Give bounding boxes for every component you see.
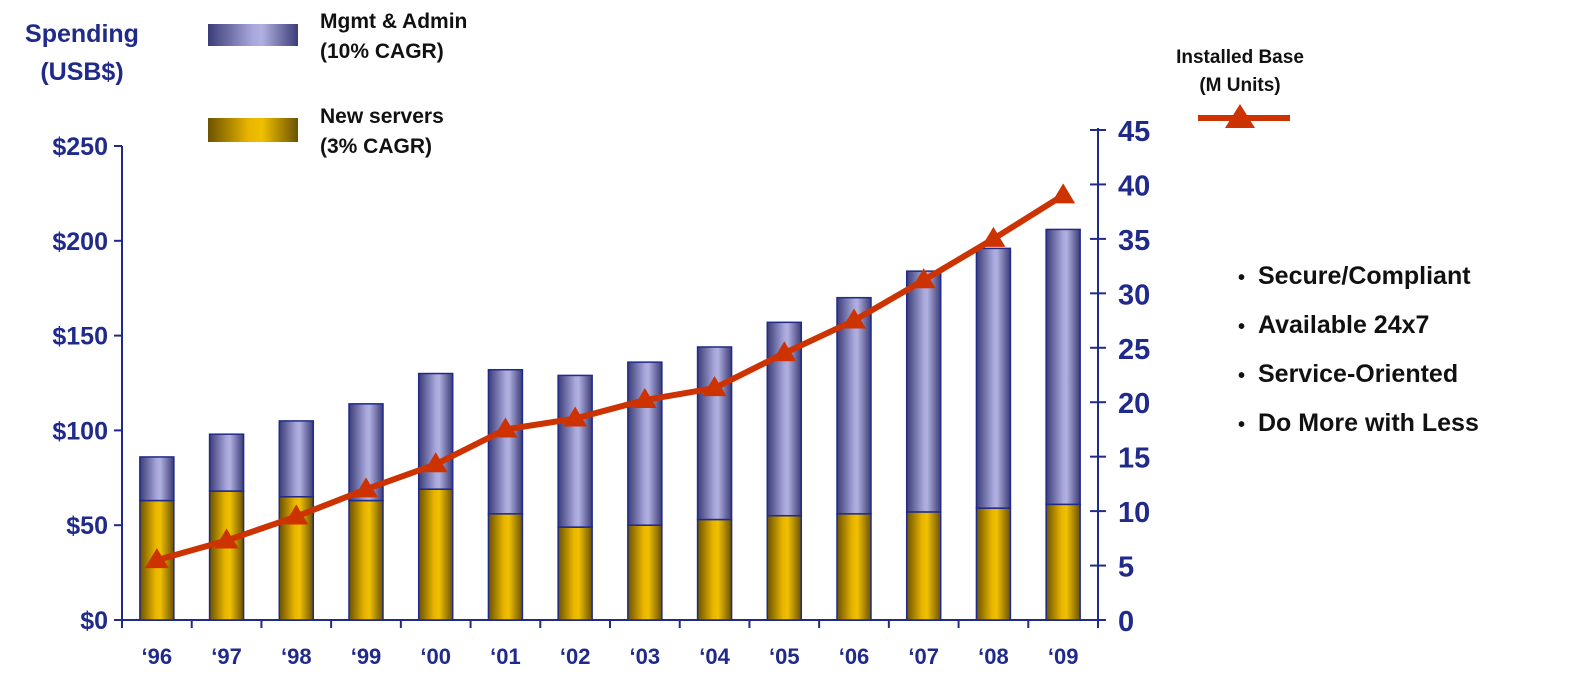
installed-base-point xyxy=(981,226,1006,247)
x-axis-tick-label: ‘01 xyxy=(490,644,521,669)
left-axis-tick-label: $200 xyxy=(52,228,108,256)
x-axis-tick-label: ‘07 xyxy=(908,644,939,669)
bar-mgmt-admin xyxy=(975,247,1012,509)
x-axis-tick-label: ‘04 xyxy=(699,644,730,669)
left-axis-tick-label: $0 xyxy=(80,607,108,635)
left-axis-title-line1: Spending xyxy=(25,20,139,48)
bar-mgmt-admin xyxy=(836,296,872,515)
x-axis-tick-label: ‘08 xyxy=(978,644,1009,669)
installed-base-point xyxy=(214,528,239,549)
legend-label-mgmt-admin-line1: Mgmt & Admin xyxy=(320,10,467,33)
bar-mgmt-admin xyxy=(208,433,245,492)
bar-new-servers xyxy=(905,511,942,621)
legend-label-new-servers-line1: New servers xyxy=(320,105,444,128)
installed-base-point xyxy=(911,268,936,289)
left-axis-title-line2: (USB$) xyxy=(40,58,123,86)
bar-new-servers xyxy=(627,524,663,621)
installed-base-point xyxy=(772,341,797,362)
bar-mgmt-admin xyxy=(905,270,942,513)
bar-mgmt-admin xyxy=(487,368,524,515)
installed-base-point xyxy=(563,406,588,427)
installed-base-point xyxy=(493,417,518,438)
x-axis-tick-label: ‘00 xyxy=(420,644,451,669)
installed-base-point xyxy=(632,388,657,409)
right-axis-tick-label: 5 xyxy=(1118,552,1134,584)
right-axis-tick-label: 0 xyxy=(1118,606,1134,638)
installed-base-point xyxy=(842,308,866,329)
right-axis-tick-label: 45 xyxy=(1118,116,1150,148)
bullet-item: • Do More with Less xyxy=(1238,409,1479,437)
installed-base-point xyxy=(702,376,727,397)
right-axis-tick-label: 15 xyxy=(1118,443,1150,475)
x-axis-tick-label: ‘06 xyxy=(839,644,870,669)
x-axis-tick-label: ‘98 xyxy=(281,644,312,669)
right-axis-tick-label: 40 xyxy=(1118,170,1150,202)
right-axis-tick-label: 30 xyxy=(1118,279,1150,311)
legend-swatch-mgmt-admin xyxy=(208,24,298,46)
bar-mgmt-admin xyxy=(696,346,733,521)
bar-new-servers xyxy=(208,490,245,621)
bar-new-servers xyxy=(836,513,872,621)
x-axis-tick-label: ‘96 xyxy=(142,644,173,669)
x-axis-tick-label: ‘02 xyxy=(560,644,591,669)
bar-new-servers xyxy=(975,507,1012,621)
bullet-item: • Secure/Compliant xyxy=(1238,262,1471,290)
right-axis-tick-label: 10 xyxy=(1118,497,1150,529)
installed-base-point xyxy=(354,477,378,498)
right-axis-tick-label: 20 xyxy=(1118,388,1150,420)
legend-label-new-servers-line2: (3% CAGR) xyxy=(320,135,432,158)
bar-mgmt-admin xyxy=(278,420,315,498)
line-legend-marker xyxy=(1198,104,1290,128)
left-axis-tick-label: $250 xyxy=(52,133,108,161)
bar-new-servers xyxy=(487,513,524,621)
left-axis-tick-label: $150 xyxy=(52,323,108,351)
right-axis-title-line1: Installed Base xyxy=(1176,47,1304,68)
right-axis-tick-label: 25 xyxy=(1118,334,1150,366)
bar-new-servers xyxy=(696,518,733,621)
legend-label-mgmt-admin-line2: (10% CAGR) xyxy=(320,40,444,63)
x-axis-tick-label: ‘05 xyxy=(769,644,800,669)
bullet-list: • Secure/Compliant • Available 24x7 • Servi… xyxy=(1238,258,1479,454)
x-axis-tick-label: ‘97 xyxy=(211,644,242,669)
bullet-item: • Service-Oriented xyxy=(1238,360,1459,388)
x-axis-tick-label: ‘09 xyxy=(1048,644,1079,669)
bar-mgmt-admin xyxy=(557,374,593,528)
bar-mgmt-admin xyxy=(139,456,175,502)
installed-base-point xyxy=(1051,183,1076,204)
bar-new-servers xyxy=(417,488,454,621)
right-axis-title-line2: (M Units) xyxy=(1199,75,1280,96)
x-axis-tick-label: ‘99 xyxy=(351,644,382,669)
bar-new-servers xyxy=(348,499,384,621)
installed-base-point xyxy=(284,504,309,525)
bar-new-servers xyxy=(557,526,593,621)
bar-new-servers xyxy=(766,514,803,621)
bar-mgmt-admin xyxy=(627,361,663,526)
bullet-item: • Available 24x7 xyxy=(1238,311,1430,339)
left-axis-tick-label: $100 xyxy=(52,417,108,445)
bar-new-servers xyxy=(1045,503,1081,621)
installed-base-point xyxy=(423,452,448,473)
installed-base-line xyxy=(156,192,1065,563)
left-axis-tick-label: $50 xyxy=(66,512,108,540)
x-axis-tick-label: ‘03 xyxy=(630,644,661,669)
bar-mgmt-admin xyxy=(1045,228,1081,506)
installed-base-point xyxy=(144,548,169,569)
right-axis-tick-label: 35 xyxy=(1118,225,1150,257)
legend-swatch-new-servers xyxy=(208,118,298,142)
